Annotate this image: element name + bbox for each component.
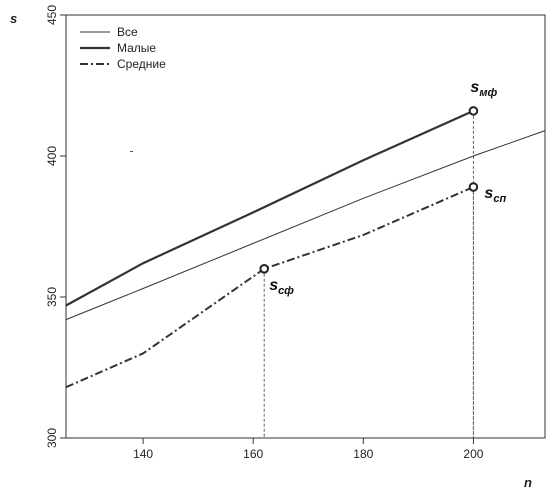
point-marker-1 bbox=[468, 182, 479, 192]
x-axis-title: n bbox=[524, 475, 532, 490]
x-tick-label: 200 bbox=[463, 447, 483, 461]
legend: Все Малые Средние bbox=[80, 25, 166, 71]
legend-label-vse: Все bbox=[117, 25, 138, 39]
axis-ticks: 140 160 180 200 300 350 400 450 bbox=[45, 5, 484, 461]
y-tick-label: 350 bbox=[45, 287, 59, 307]
x-tick-label: 140 bbox=[133, 447, 153, 461]
y-axis-title: s bbox=[10, 11, 17, 26]
point-label-1: sсп bbox=[484, 185, 506, 205]
point-label-0: sмф bbox=[470, 79, 497, 99]
legend-label-srednie: Средние bbox=[117, 57, 166, 71]
series-line-1 bbox=[65, 109, 474, 307]
stray-dot bbox=[130, 151, 133, 152]
guide-lines bbox=[263, 115, 474, 438]
legend-label-malye: Малые bbox=[117, 41, 156, 55]
x-tick-label: 180 bbox=[353, 447, 373, 461]
point-markers: sмф sсп sсф bbox=[259, 79, 506, 297]
point-label-2: sсф bbox=[269, 277, 294, 297]
plot-frame bbox=[65, 14, 546, 439]
series-line-0 bbox=[65, 130, 546, 321]
y-tick-label: 400 bbox=[45, 146, 59, 166]
y-tick-label: 450 bbox=[45, 5, 59, 25]
x-tick-label: 160 bbox=[243, 447, 263, 461]
point-marker-0 bbox=[468, 106, 479, 116]
point-marker-2 bbox=[259, 264, 270, 274]
y-tick-label: 300 bbox=[45, 428, 59, 448]
